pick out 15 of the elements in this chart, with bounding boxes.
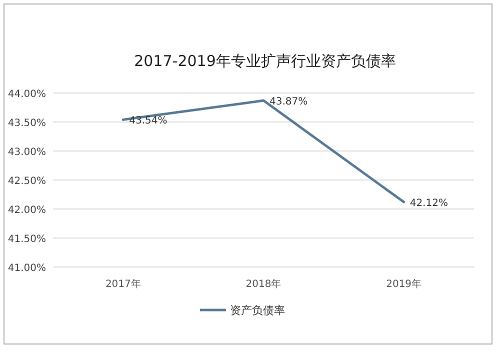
y-tick-label: 42.50% — [8, 176, 46, 187]
y-tick-label: 44.00% — [8, 89, 46, 100]
data-label: 42.12% — [410, 198, 448, 210]
y-tick-label: 41.00% — [8, 263, 46, 274]
chart-title: 2017-2019年专业扩声行业资产负债率 — [134, 52, 396, 70]
y-tick-label: 43.00% — [8, 147, 46, 158]
x-tick-label: 2017年 — [105, 278, 141, 290]
legend-label: 资产负债率 — [230, 304, 285, 317]
y-tick-label: 41.50% — [8, 234, 46, 245]
y-tick-label: 43.50% — [8, 118, 46, 129]
data-label: 43.87% — [270, 96, 308, 108]
x-tick-label: 2019年 — [386, 278, 422, 290]
x-tick-label: 2018年 — [246, 278, 282, 290]
data-label: 43.54% — [129, 116, 168, 127]
y-tick-label: 42.00% — [8, 205, 46, 216]
